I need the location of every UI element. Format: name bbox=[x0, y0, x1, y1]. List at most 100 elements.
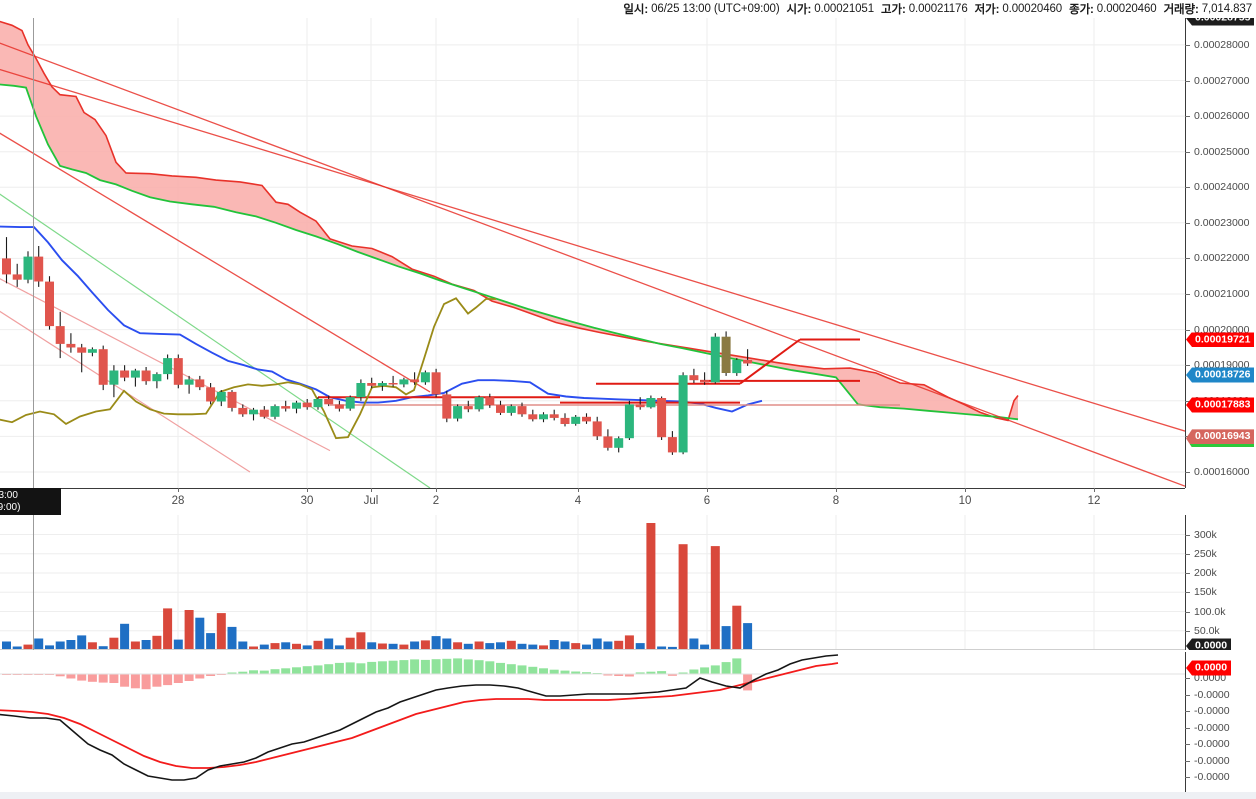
time-axis-tick bbox=[307, 488, 308, 492]
volume-axis-label: 250k bbox=[1194, 547, 1217, 560]
time-axis-tick bbox=[178, 488, 179, 492]
price-chart-panel[interactable] bbox=[0, 18, 1185, 488]
price-axis-label: 0.00021000 bbox=[1194, 288, 1250, 300]
macd-axis-label: -0.0000 bbox=[1194, 721, 1230, 734]
time-axis-label: 6 bbox=[703, 495, 711, 507]
volume-axis[interactable]: 300k 250k 200k 150k 100.0k 50.0k 0.0000 bbox=[1185, 515, 1256, 650]
price-axis-tick bbox=[1185, 472, 1190, 473]
macd-axis-tick bbox=[1185, 711, 1190, 712]
price-axis-label: 0.00024000 bbox=[1194, 181, 1250, 194]
ohlc-header: 일시: 06/25 13:00 (UTC+09:00) 시가: 0.000210… bbox=[0, 0, 1256, 18]
crosshair-time-line1: 25 13:00 bbox=[0, 490, 18, 501]
price-tag-salmon: 0.00016943 bbox=[1186, 429, 1255, 448]
volume-axis-tick bbox=[1185, 553, 1190, 555]
macd-axis-label: -0.0000 bbox=[1194, 771, 1230, 783]
macd-axis-label: -0.0000 bbox=[1194, 738, 1230, 750]
volume-axis-label: 150k bbox=[1194, 586, 1217, 599]
price-axis-tick bbox=[1185, 80, 1190, 82]
crosshair-time-line2: C+09:00) bbox=[0, 502, 21, 513]
price-axis-tick bbox=[1185, 44, 1190, 46]
volume-axis-tick bbox=[1185, 592, 1190, 594]
price-axis-tick bbox=[1185, 400, 1190, 402]
low-label: 저가: bbox=[974, 4, 1000, 16]
time-axis-label: 12 bbox=[1087, 495, 1101, 507]
time-axis-tick bbox=[578, 488, 579, 492]
open-label: 시가: bbox=[786, 4, 812, 16]
close-label: 종가: bbox=[1069, 4, 1094, 16]
macd-axis-tick bbox=[1185, 727, 1190, 729]
volume-tag: 0.0000 bbox=[1186, 638, 1232, 650]
price-tag-red: 0.00019721 bbox=[1186, 332, 1255, 347]
time-axis-label: 2 bbox=[432, 495, 440, 507]
price-axis-label: 0.00025000 bbox=[1194, 145, 1250, 158]
price-axis-label: 0.00016000 bbox=[1194, 466, 1250, 478]
time-axis-tick bbox=[836, 488, 837, 492]
time-axis-label: 28 bbox=[171, 495, 185, 507]
volume-axis-label: 50.0k bbox=[1194, 624, 1220, 637]
volume-crosshair-line bbox=[33, 515, 34, 650]
time-axis-tick bbox=[1094, 488, 1095, 492]
price-tag-blue: 0.00018726 bbox=[1186, 367, 1255, 383]
macd-chart-panel[interactable] bbox=[0, 652, 1185, 792]
time-axis-line bbox=[0, 488, 1185, 489]
time-axis-label: 4 bbox=[574, 495, 582, 507]
date-label: 일시: bbox=[623, 4, 649, 16]
volume-axis-label: 200k bbox=[1194, 567, 1217, 579]
macd-axis-tick bbox=[1185, 777, 1190, 778]
price-axis-tick bbox=[1185, 187, 1190, 189]
price-tag-black: 0.00028755 bbox=[1186, 18, 1255, 26]
price-axis-tick bbox=[1185, 116, 1190, 118]
price-axis-tick bbox=[1185, 151, 1190, 153]
volume-axis-tick bbox=[1185, 630, 1190, 632]
high-value: 0.00021176 bbox=[908, 3, 968, 15]
macd-tag: 0.0000 bbox=[1186, 660, 1232, 676]
price-axis-label: 0.00028000 bbox=[1194, 38, 1250, 51]
volume-axis-tick bbox=[1185, 534, 1190, 536]
price-axis-tick bbox=[1185, 258, 1190, 260]
date-value: 06/25 13:00 (UTC+09:00) bbox=[651, 3, 780, 15]
time-axis[interactable]: 25 13:00 C+09:00) 28 30 Jul 2 4 6 8 10 12 bbox=[0, 488, 1256, 515]
macd-axis-line bbox=[1185, 652, 1186, 792]
time-axis-tick bbox=[371, 488, 372, 492]
time-axis-tick bbox=[965, 488, 966, 492]
macd-axis-label: -0.0000 bbox=[1194, 705, 1230, 717]
price-axis-tick bbox=[1185, 222, 1190, 224]
macd-axis-label: -0.0000 bbox=[1194, 688, 1230, 701]
time-axis-label: 30 bbox=[300, 495, 314, 507]
time-axis-tick bbox=[707, 488, 708, 492]
price-tag-red: 0.00017883 bbox=[1186, 397, 1255, 413]
crosshair-vertical-line bbox=[33, 18, 34, 488]
macd-axis-tick bbox=[1185, 694, 1190, 696]
volume-axis-tick bbox=[1185, 611, 1190, 613]
price-axis[interactable]: 0.00028000 0.00027000 0.00026000 0.00025000… bbox=[1185, 18, 1256, 488]
price-axis-tick bbox=[1185, 365, 1190, 367]
time-axis-tick bbox=[436, 488, 437, 492]
volume-chart-panel[interactable] bbox=[0, 515, 1185, 650]
high-label: 고가: bbox=[881, 4, 906, 16]
price-axis-label: 0.00022000 bbox=[1194, 252, 1250, 265]
bottom-divider bbox=[0, 792, 1256, 799]
macd-axis-label: -0.0000 bbox=[1194, 754, 1230, 767]
volume-chart-svg bbox=[0, 515, 1185, 650]
time-axis-label: 8 bbox=[832, 495, 840, 507]
price-axis-tick bbox=[1185, 294, 1190, 295]
macd-axis-tick bbox=[1185, 744, 1190, 745]
price-chart-svg bbox=[0, 18, 1185, 488]
volume-value: 7,014.837 bbox=[1201, 3, 1252, 15]
crosshair-time-tooltip: 25 13:00 C+09:00) bbox=[0, 488, 61, 515]
macd-axis[interactable]: 0.0000 -0.0000 -0.0000 -0.0000 -0.0000 -0.000… bbox=[1185, 652, 1256, 792]
close-value: 0.00020460 bbox=[1096, 3, 1157, 15]
price-axis-label: 0.00026000 bbox=[1194, 110, 1250, 123]
volume-axis-label: 300k bbox=[1194, 528, 1217, 541]
volume-axis-tick bbox=[1185, 573, 1190, 574]
price-axis-label: 0.00027000 bbox=[1194, 74, 1250, 87]
volume-axis-line bbox=[1185, 515, 1186, 650]
time-axis-label: Jul bbox=[363, 495, 379, 507]
time-axis-label: 10 bbox=[958, 495, 972, 507]
price-axis-tick bbox=[1185, 329, 1190, 331]
open-value: 0.00021051 bbox=[814, 3, 875, 15]
macd-axis-tick bbox=[1185, 760, 1190, 762]
volume-axis-label: 100.0k bbox=[1194, 605, 1226, 618]
volume-label: 거래량: bbox=[1163, 4, 1199, 16]
